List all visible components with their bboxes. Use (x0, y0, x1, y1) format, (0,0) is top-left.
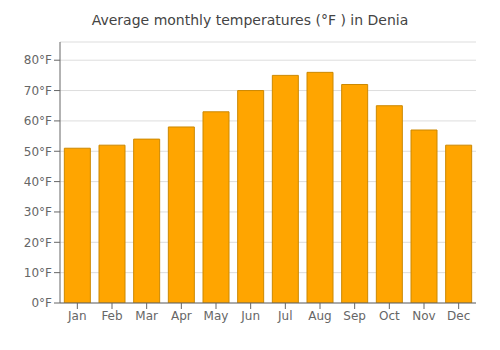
html-text:Average monthly temperatures (: Average monthly temperatures (°F ) in De… (91, 12, 409, 28)
svg-text:40°F: 40°F (24, 175, 52, 189)
svg-text:60°F: 60°F (24, 114, 52, 128)
svg-text:Mar: Mar (135, 309, 158, 323)
svg-text:Jul: Jul (277, 309, 292, 323)
svg-text:Jan: Jan (67, 309, 87, 323)
svg-text:Apr: Apr (171, 309, 192, 323)
svg-text:Sep: Sep (343, 309, 366, 323)
svg-text:Feb: Feb (101, 309, 122, 323)
svg-text:Aug: Aug (308, 309, 331, 323)
svg-text:Dec: Dec (447, 309, 470, 323)
svg-text:70°F: 70°F (24, 84, 52, 98)
svg-text:50°F: 50°F (24, 145, 52, 159)
svg-text:Oct: Oct (379, 309, 400, 323)
svg-text:May: May (204, 309, 229, 323)
svg-text:20°F: 20°F (24, 236, 52, 250)
svg-text:Jun: Jun (240, 309, 260, 323)
svg-text:0°F: 0°F (31, 296, 52, 310)
svg-text:80°F: 80°F (24, 53, 52, 67)
svg-text:10°F: 10°F (24, 266, 52, 280)
svg-text:Nov: Nov (412, 309, 435, 323)
svg-text:30°F: 30°F (24, 205, 52, 219)
